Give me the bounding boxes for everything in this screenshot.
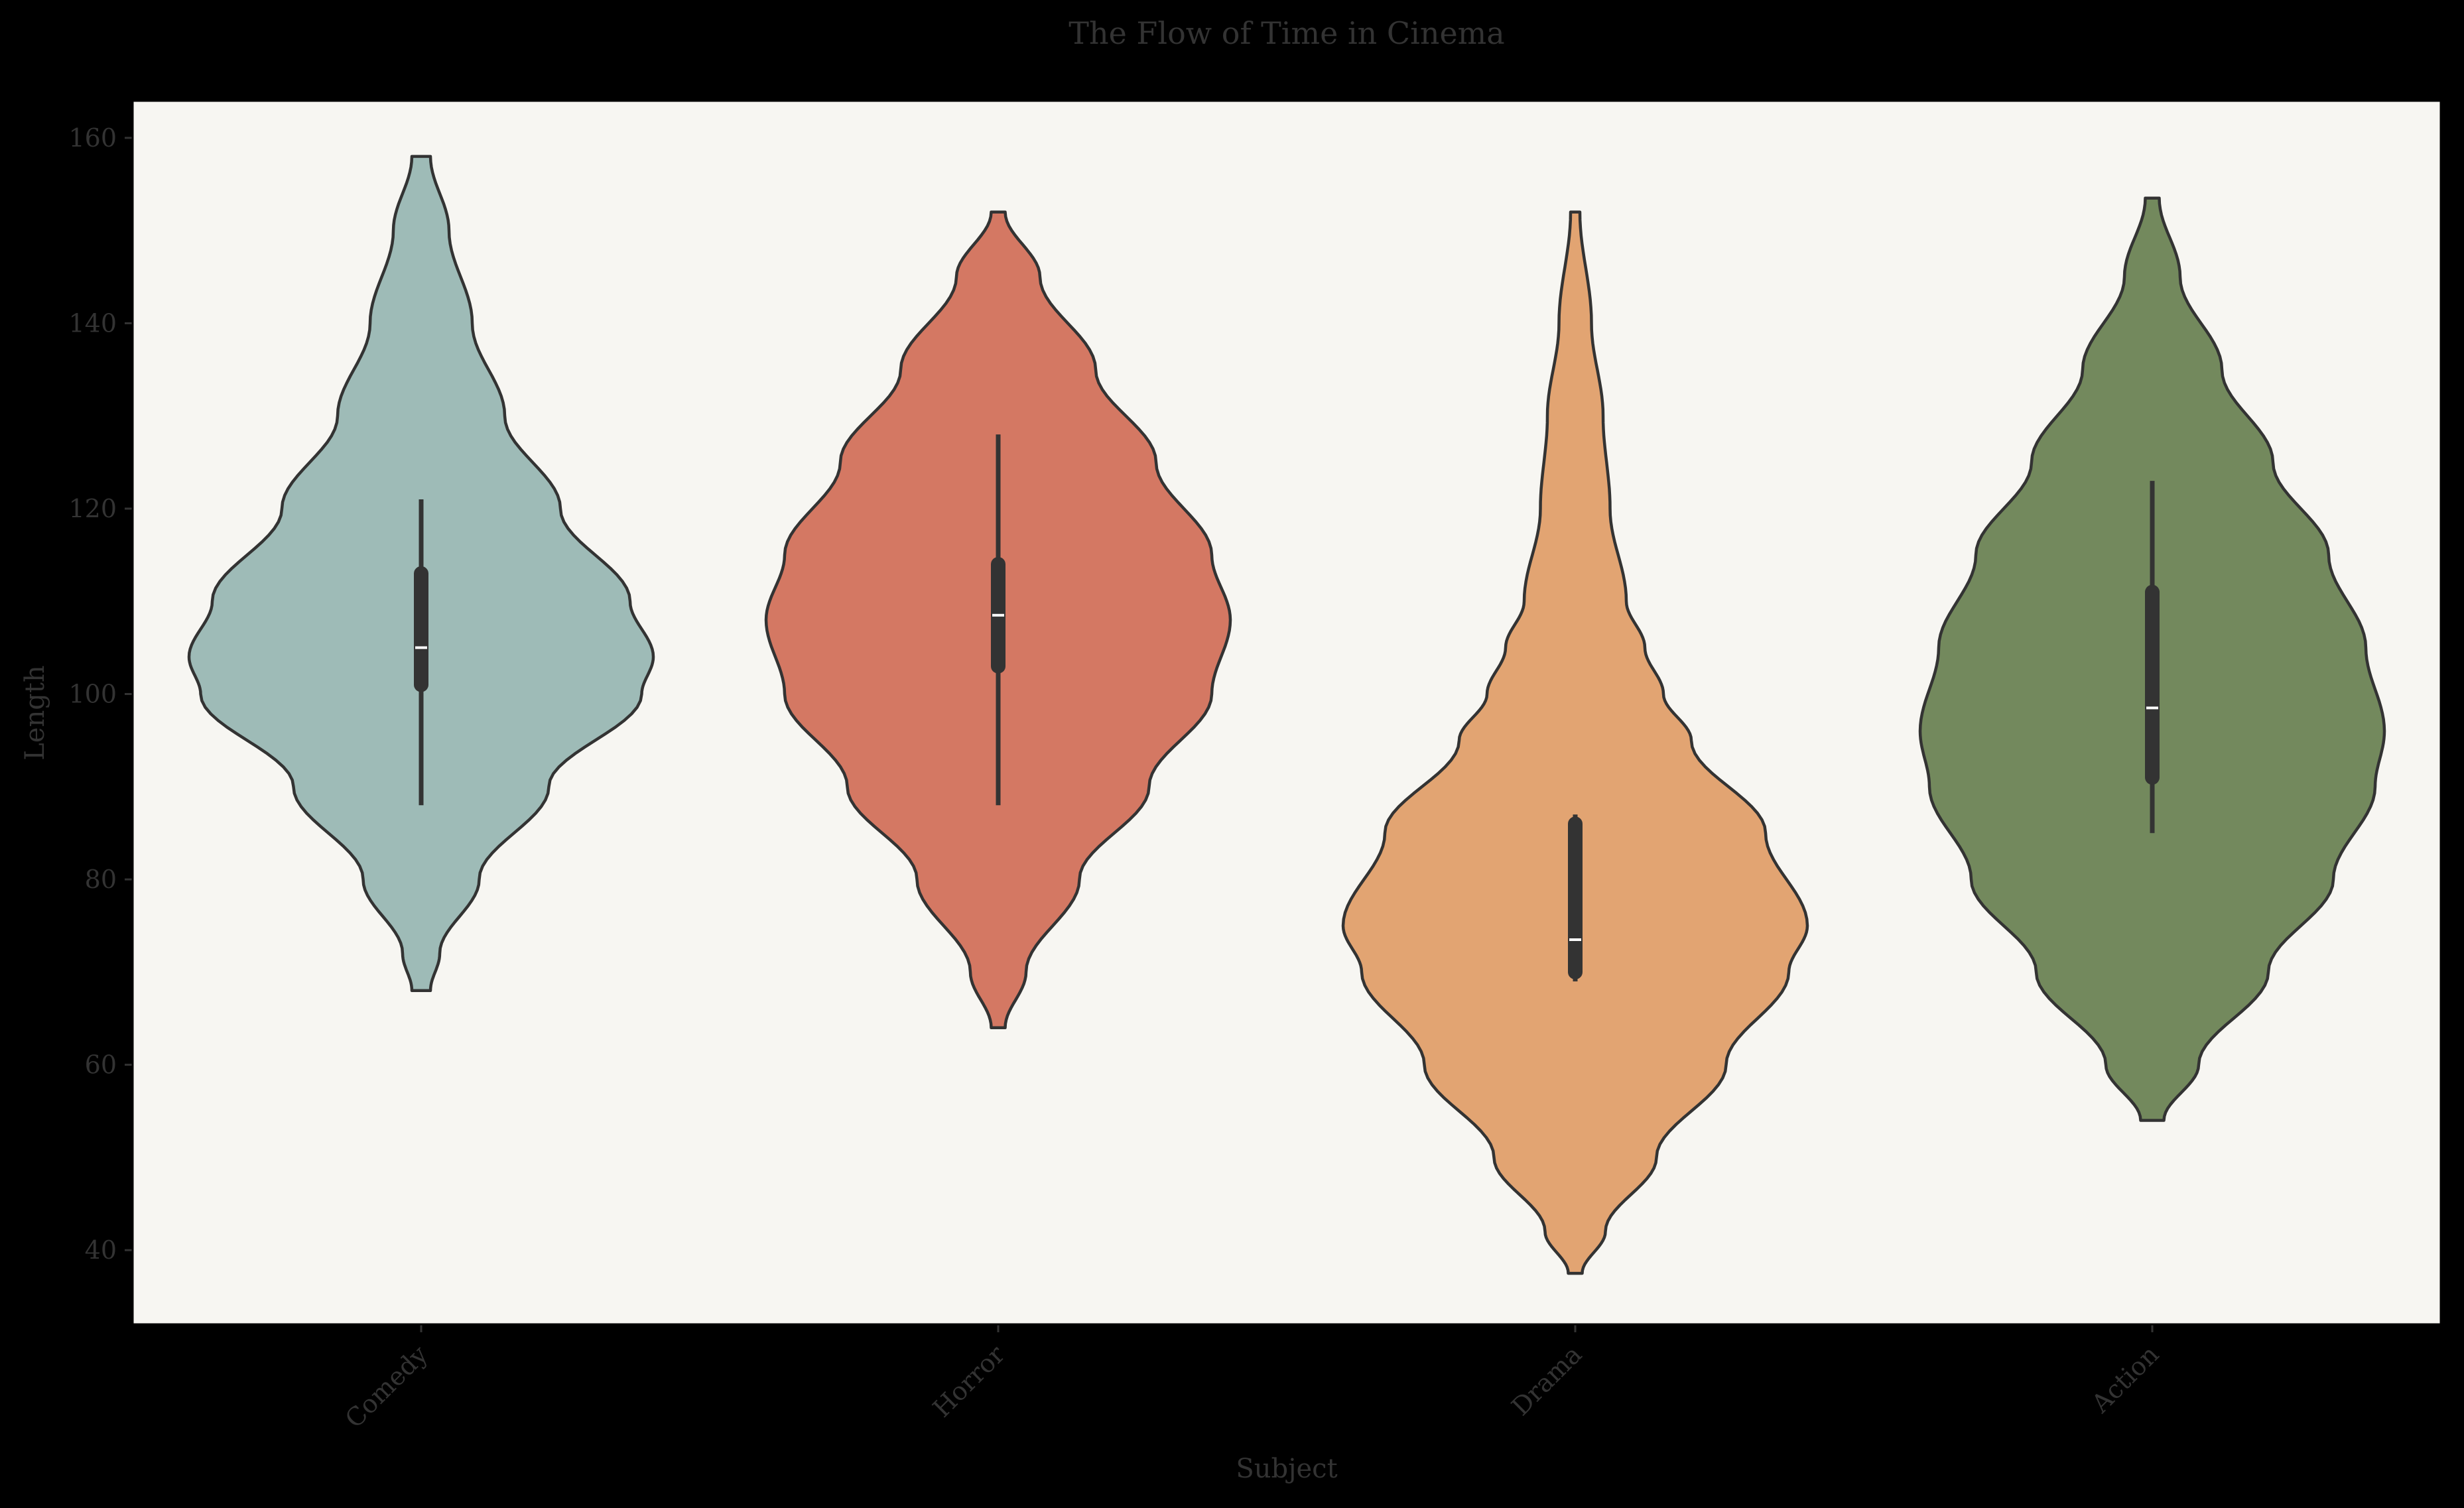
violin-group-comedy [187,155,655,993]
y-tick-label: 120 [68,494,117,523]
x-axis-label: Subject [1236,1454,1337,1484]
violin-group-horror [764,210,1232,1029]
violins-layer [187,155,2386,1275]
y-tick-label: 140 [68,308,117,338]
y-tick-label: 40 [85,1235,117,1265]
y-tick-label: 80 [85,865,117,894]
y-axis-ticks: 40 60 80 100 120 140 160 [68,123,133,1265]
y-tick-label: 100 [68,680,117,709]
plot-frame [131,99,2442,1326]
y-axis-label: Length [20,665,50,760]
y-tick-label: 60 [85,1050,117,1080]
y-tick-label: 160 [68,123,117,153]
violin-body-drama [1341,210,1809,1275]
chart-title: The Flow of Time in Cinema [1069,15,1504,51]
violin-group-drama [1341,210,1809,1275]
violin-group-action [1918,196,2386,1122]
